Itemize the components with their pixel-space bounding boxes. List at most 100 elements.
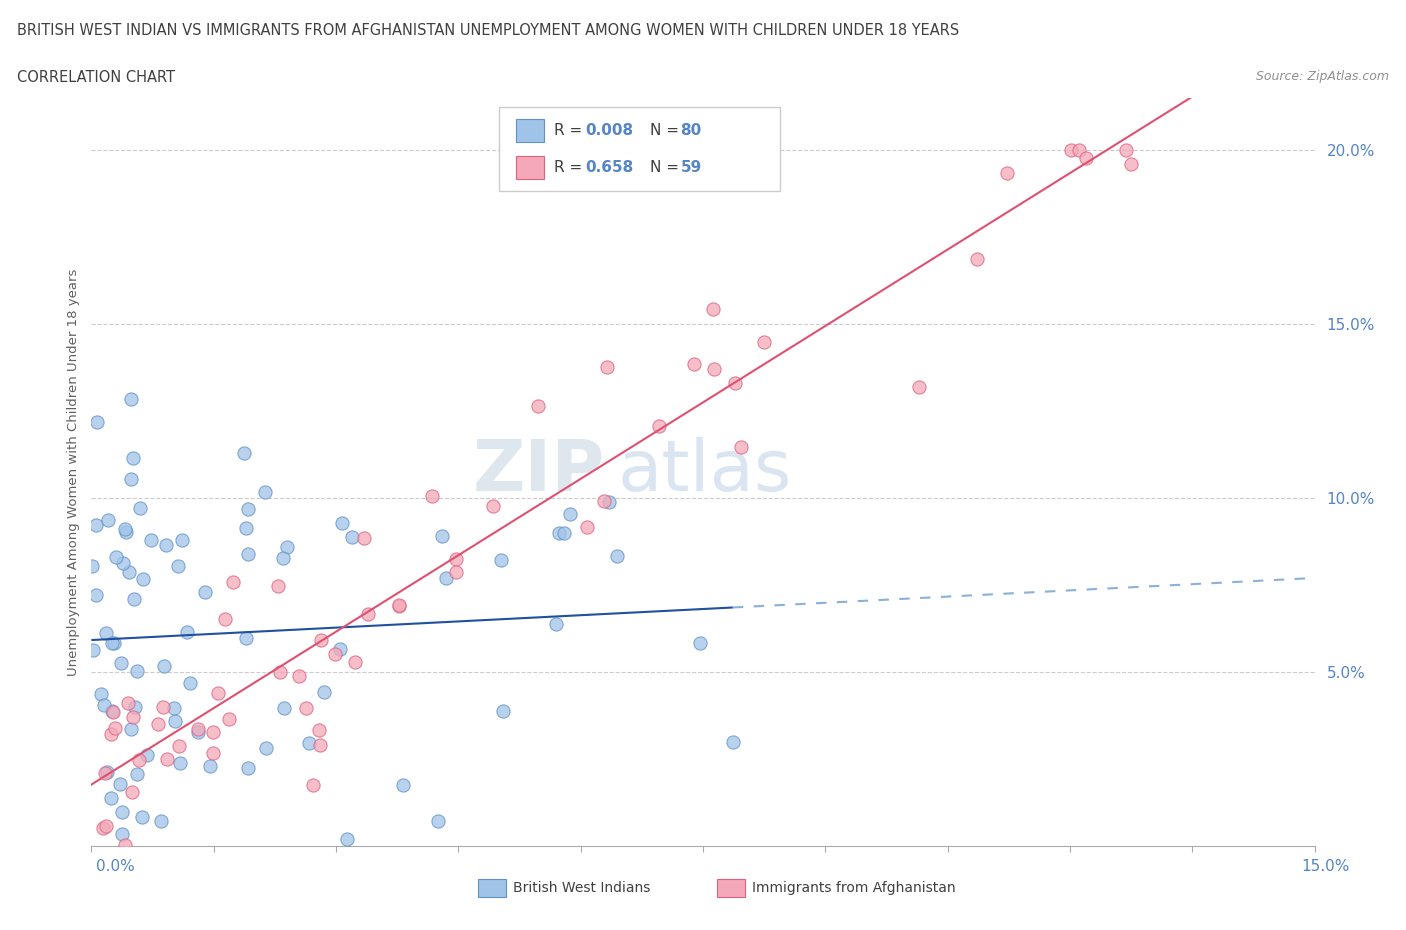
Point: [128, 752, 150, 767]
Text: Immigrants from Afghanistan: Immigrants from Afghanistan: [752, 881, 956, 896]
Point: [201, 745, 224, 760]
Point: [152, 699, 174, 714]
Point: [309, 632, 332, 647]
Point: [254, 740, 277, 755]
Point: [207, 685, 229, 700]
Point: [721, 735, 744, 750]
Point: [560, 507, 582, 522]
Point: [576, 520, 599, 535]
Point: [253, 485, 276, 499]
Point: [101, 635, 124, 650]
Point: [84, 518, 107, 533]
Point: [340, 529, 363, 544]
Point: [108, 777, 131, 791]
Point: [82, 643, 104, 658]
Point: [267, 578, 290, 593]
Point: [492, 703, 515, 718]
Point: [166, 559, 188, 574]
Point: [198, 759, 221, 774]
Point: [100, 790, 122, 805]
Point: [301, 777, 323, 792]
Text: ZIP: ZIP: [472, 437, 605, 507]
Point: [187, 722, 209, 737]
Text: 15.0%: 15.0%: [1302, 859, 1350, 874]
Point: [308, 723, 330, 737]
Point: [388, 599, 411, 614]
Point: [101, 705, 124, 720]
Point: [430, 528, 453, 543]
Point: [194, 584, 217, 599]
Point: [125, 766, 148, 781]
Text: R =: R =: [554, 160, 588, 175]
Point: [114, 522, 136, 537]
Point: [548, 526, 571, 541]
Point: [427, 814, 450, 829]
Point: [122, 710, 145, 724]
Point: [96, 626, 118, 641]
Point: [482, 498, 505, 513]
Point: [101, 704, 124, 719]
Point: [648, 418, 671, 433]
Point: [343, 655, 366, 670]
Point: [682, 356, 704, 371]
Point: [121, 392, 143, 406]
Point: [124, 699, 146, 714]
Text: CORRELATION CHART: CORRELATION CHART: [17, 70, 174, 85]
Point: [94, 765, 117, 780]
Point: [724, 376, 747, 391]
Point: [1060, 142, 1083, 157]
Point: [1119, 157, 1142, 172]
Point: [269, 664, 291, 679]
Point: [236, 501, 259, 516]
Point: [179, 675, 201, 690]
Point: [323, 646, 346, 661]
Point: [730, 440, 752, 455]
Point: [553, 525, 575, 540]
Point: [80, 559, 103, 574]
Point: [434, 570, 457, 585]
Text: N =: N =: [650, 160, 683, 175]
Point: [111, 804, 134, 819]
Point: [156, 751, 179, 766]
Point: [489, 552, 512, 567]
Point: [165, 714, 187, 729]
Point: [232, 445, 254, 460]
Point: [187, 724, 209, 739]
Point: [104, 721, 127, 736]
Point: [148, 716, 170, 731]
Point: [141, 532, 163, 547]
Point: [104, 550, 127, 565]
Point: [221, 575, 243, 590]
Point: [1074, 151, 1097, 166]
Point: [120, 472, 142, 486]
Text: R =: R =: [554, 123, 588, 138]
Point: [117, 696, 139, 711]
Point: [121, 785, 143, 800]
Point: [444, 565, 467, 579]
Point: [150, 813, 173, 828]
Point: [273, 700, 295, 715]
Point: [100, 726, 122, 741]
Point: [966, 252, 988, 267]
Point: [295, 700, 318, 715]
Point: [995, 166, 1018, 180]
Point: [94, 818, 117, 833]
Point: [235, 521, 257, 536]
Point: [131, 810, 153, 825]
Point: [218, 711, 240, 726]
Text: 0.658: 0.658: [585, 160, 633, 175]
Point: [353, 530, 375, 545]
Point: [120, 722, 142, 737]
Point: [115, 525, 138, 539]
Point: [132, 572, 155, 587]
Point: [238, 547, 260, 562]
Text: British West Indians: British West Indians: [513, 881, 651, 896]
Point: [596, 360, 619, 375]
Point: [271, 551, 294, 565]
Y-axis label: Unemployment Among Women with Children Under 18 years: Unemployment Among Women with Children U…: [67, 268, 80, 676]
Point: [169, 739, 191, 754]
Point: [1115, 142, 1137, 157]
Text: BRITISH WEST INDIAN VS IMMIGRANTS FROM AFGHANISTAN UNEMPLOYMENT AMONG WOMEN WITH: BRITISH WEST INDIAN VS IMMIGRANTS FROM A…: [17, 23, 959, 38]
Point: [235, 631, 257, 645]
Point: [125, 663, 148, 678]
